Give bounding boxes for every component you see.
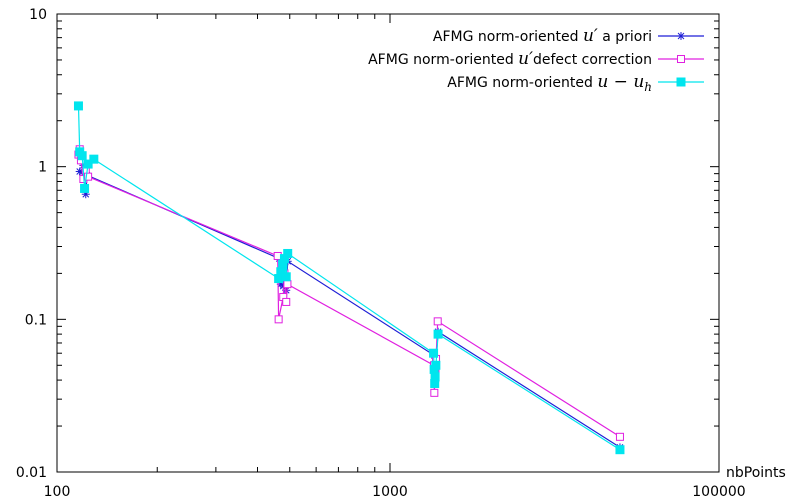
data-point (282, 297, 291, 306)
data-point (274, 315, 283, 324)
legend-label: AFMG norm-oriented u′defect correction (368, 49, 652, 69)
data-point (615, 432, 624, 441)
y-tick-label: 10 (29, 7, 47, 23)
data-point (433, 329, 443, 339)
legend: AFMG norm-oriented u′ a priori AFMG norm-… (368, 26, 704, 94)
data-point (80, 183, 90, 193)
data-point (431, 360, 441, 370)
y-tick-label: 0.01 (16, 465, 47, 481)
axes: 10 1 0.1 0.01 100 1000 100000 nbPoints (16, 7, 786, 500)
plot-frame (56, 13, 720, 473)
legend-entry: AFMG norm-oriented u − uh (447, 72, 704, 94)
data-point (83, 159, 93, 169)
x-tick-label: 1000 (372, 484, 408, 500)
x-tick-label: 100 (44, 484, 71, 500)
data-point (84, 172, 93, 181)
x-tick-label: 100000 (692, 484, 745, 500)
series-layer (73, 101, 625, 455)
x-axis-label: nbPoints (726, 465, 786, 481)
legend-entry: AFMG norm-oriented u′defect correction (368, 49, 704, 69)
series-3 (73, 101, 625, 455)
legend-label: AFMG norm-oriented u − uh (447, 72, 652, 94)
data-point (677, 55, 685, 63)
legend-entry: AFMG norm-oriented u′ a priori (433, 26, 704, 46)
data-point (77, 151, 87, 161)
y-tick-label: 1 (38, 160, 47, 176)
data-point (282, 286, 290, 294)
data-point (615, 445, 625, 455)
data-point (89, 154, 99, 164)
data-point (433, 317, 442, 326)
data-point (677, 32, 685, 40)
data-point (429, 348, 439, 358)
data-point (283, 280, 292, 289)
data-point (676, 77, 686, 87)
data-point (430, 388, 439, 397)
data-point (281, 272, 291, 282)
data-point (430, 372, 440, 382)
y-tick-label: 0.1 (25, 312, 47, 328)
data-point (73, 101, 83, 111)
data-point (283, 248, 293, 258)
legend-label: AFMG norm-oriented u′ a priori (433, 26, 652, 46)
